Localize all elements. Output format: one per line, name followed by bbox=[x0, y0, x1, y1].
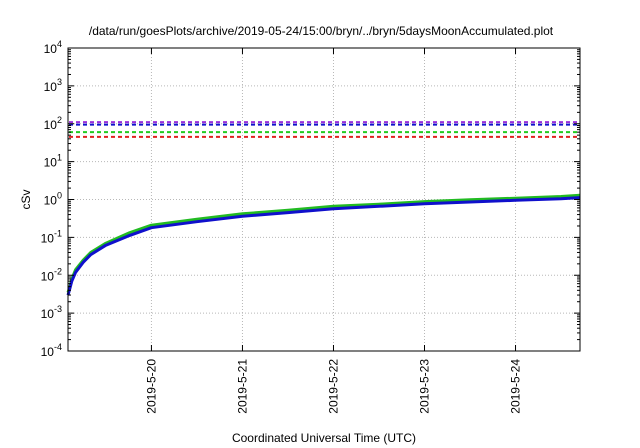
y-tick-label: 103 bbox=[44, 77, 62, 94]
series-line bbox=[66, 196, 581, 296]
y-tick-label: 100 bbox=[44, 191, 62, 208]
y-axis-ticks: 10-4 10-3 10-2 10-1 100 101 102 103 104 bbox=[41, 39, 580, 359]
y-tick-label: 10-3 bbox=[41, 304, 62, 321]
y-tick-label: 102 bbox=[44, 115, 62, 132]
x-tick-label: 2019-5-23 bbox=[418, 359, 432, 414]
x-tick-label: 2019-5-20 bbox=[144, 359, 158, 414]
y-axis-label: cSv bbox=[19, 189, 33, 209]
x-tick-label: 2019-5-22 bbox=[326, 359, 340, 414]
y-tick-label: 10-4 bbox=[41, 342, 62, 359]
x-tick-label: 2019-5-24 bbox=[509, 359, 523, 414]
series-line bbox=[66, 193, 581, 293]
x-axis-ticks: 2019-5-20 2019-5-21 2019-5-22 2019-5-23 2019… bbox=[144, 48, 523, 414]
y-tick-label: 104 bbox=[44, 39, 62, 56]
threshold-lines bbox=[69, 121, 579, 138]
chart-title: /data/run/goesPlots/archive/2019-05-24/1… bbox=[89, 24, 554, 38]
x-axis-label: Coordinated Universal Time (UTC) bbox=[232, 431, 416, 445]
x-tick-label: 2019-5-21 bbox=[235, 359, 249, 414]
series-lines bbox=[66, 193, 581, 296]
y-tick-label: 101 bbox=[44, 153, 62, 170]
y-tick-label: 10-1 bbox=[41, 228, 62, 245]
y-tick-label: 10-2 bbox=[41, 266, 62, 283]
